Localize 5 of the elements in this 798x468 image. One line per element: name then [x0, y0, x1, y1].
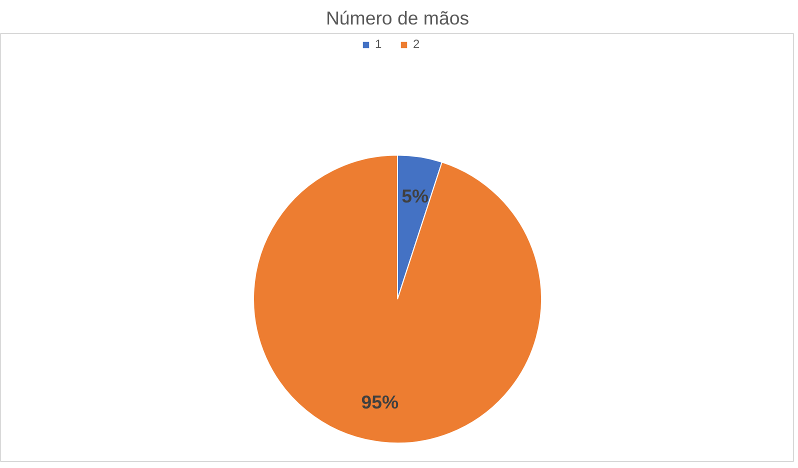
data-label: 95% [361, 392, 400, 413]
chart-title: Número de mãos [326, 8, 470, 28]
legend-label: 2 [413, 37, 421, 51]
legend-label: 1 [375, 37, 383, 51]
data-label: 5% [402, 186, 429, 207]
